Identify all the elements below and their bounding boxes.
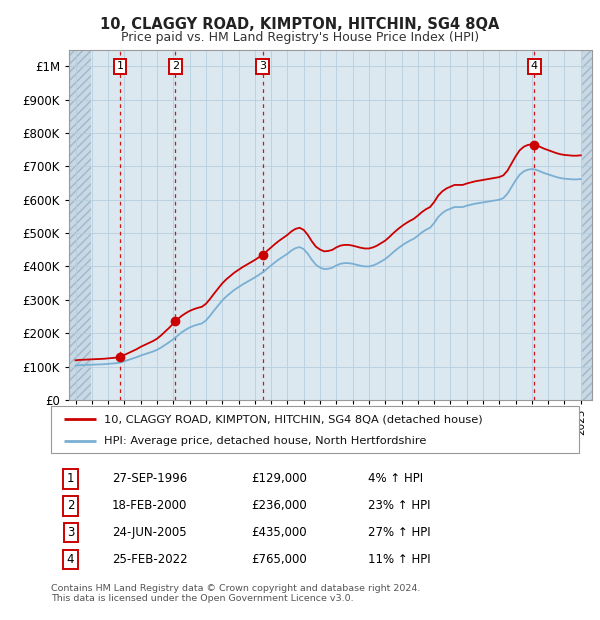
Text: 27% ↑ HPI: 27% ↑ HPI xyxy=(368,526,430,539)
Text: 24-JUN-2005: 24-JUN-2005 xyxy=(112,526,187,539)
Text: 1: 1 xyxy=(67,472,74,485)
Text: 3: 3 xyxy=(259,61,266,71)
Text: £129,000: £129,000 xyxy=(251,472,308,485)
Text: 4: 4 xyxy=(67,553,74,566)
Text: £435,000: £435,000 xyxy=(251,526,307,539)
Text: 3: 3 xyxy=(67,526,74,539)
Text: £765,000: £765,000 xyxy=(251,553,307,566)
FancyBboxPatch shape xyxy=(51,406,579,453)
Text: 23% ↑ HPI: 23% ↑ HPI xyxy=(368,499,430,512)
Text: 1: 1 xyxy=(116,61,124,71)
Text: 11% ↑ HPI: 11% ↑ HPI xyxy=(368,553,430,566)
Bar xyxy=(582,50,592,400)
Text: 10, CLAGGY ROAD, KIMPTON, HITCHIN, SG4 8QA: 10, CLAGGY ROAD, KIMPTON, HITCHIN, SG4 8… xyxy=(100,17,500,32)
Text: 10, CLAGGY ROAD, KIMPTON, HITCHIN, SG4 8QA (detached house): 10, CLAGGY ROAD, KIMPTON, HITCHIN, SG4 8… xyxy=(104,414,482,424)
Text: Contains HM Land Registry data © Crown copyright and database right 2024.
This d: Contains HM Land Registry data © Crown c… xyxy=(51,584,421,603)
Text: 2: 2 xyxy=(172,61,179,71)
Text: 4: 4 xyxy=(531,61,538,71)
Bar xyxy=(69,50,91,400)
Text: £236,000: £236,000 xyxy=(251,499,307,512)
Text: 4% ↑ HPI: 4% ↑ HPI xyxy=(368,472,423,485)
Text: Price paid vs. HM Land Registry's House Price Index (HPI): Price paid vs. HM Land Registry's House … xyxy=(121,31,479,43)
Text: 2: 2 xyxy=(67,499,74,512)
Text: 18-FEB-2000: 18-FEB-2000 xyxy=(112,499,187,512)
Text: 27-SEP-1996: 27-SEP-1996 xyxy=(112,472,187,485)
Text: HPI: Average price, detached house, North Hertfordshire: HPI: Average price, detached house, Nort… xyxy=(104,436,426,446)
Text: 25-FEB-2022: 25-FEB-2022 xyxy=(112,553,187,566)
